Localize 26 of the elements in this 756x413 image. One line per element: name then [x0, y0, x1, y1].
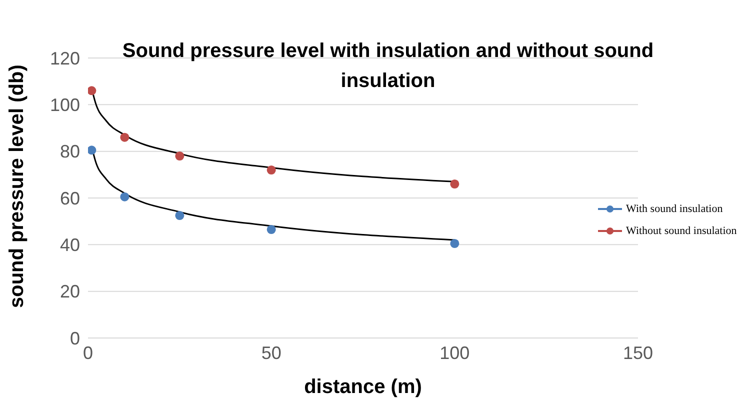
point: [266, 224, 276, 234]
legend-label: Without sound insulation: [626, 225, 737, 237]
point: [120, 192, 130, 202]
point: [266, 165, 276, 175]
point: [450, 238, 460, 248]
point: [450, 179, 460, 189]
y-axis-title: sound pressure level (db): [6, 64, 28, 308]
point: [88, 146, 96, 155]
x-tick-label: 150: [622, 342, 654, 363]
point: [88, 86, 96, 96]
y-tick-label: 20: [60, 282, 80, 302]
point: [175, 151, 184, 161]
x-axis-title: distance (m): [304, 376, 422, 398]
y-tick-label: 80: [60, 142, 80, 162]
chart-title: Sound pressure level with insulation and without sound insulation: [121, 39, 655, 94]
legend-label: With sound insulation: [626, 203, 723, 215]
x-tick-label: 0: [82, 342, 94, 363]
point: [120, 132, 130, 142]
x-tick-label: 100: [440, 342, 470, 363]
y-tick-label: 40: [60, 235, 80, 256]
x-tick-label: 50: [261, 342, 282, 363]
y-tick-label: 120: [50, 48, 80, 68]
y-tick-label: 60: [60, 188, 80, 208]
y-tick-label: 0: [70, 328, 80, 348]
y-tick-label: 100: [50, 95, 80, 116]
point: [175, 210, 184, 220]
